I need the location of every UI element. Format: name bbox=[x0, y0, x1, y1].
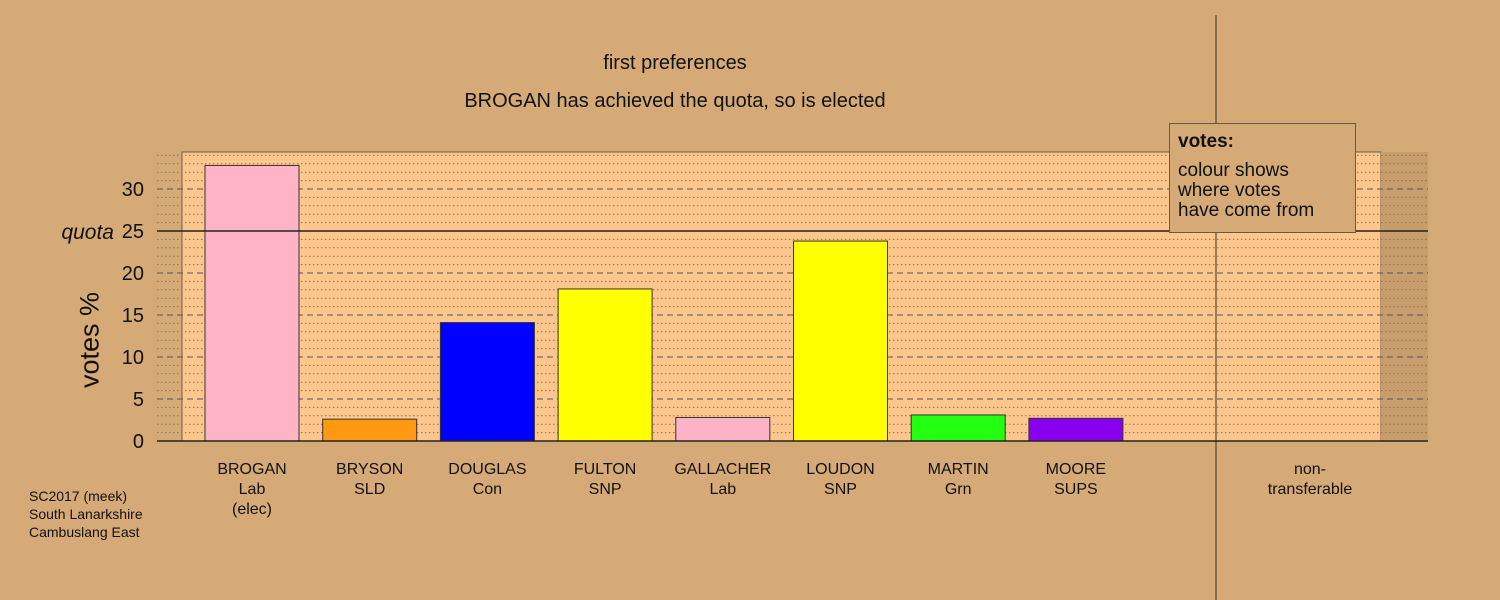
footer-line: South Lanarkshire bbox=[29, 506, 143, 522]
chart-title: first preferences bbox=[603, 52, 747, 74]
y-tick-label: 0 bbox=[133, 431, 144, 453]
candidate-party: SNP bbox=[588, 481, 622, 498]
candidate-party: SUPS bbox=[1054, 481, 1098, 498]
bar-fulton bbox=[557, 288, 653, 442]
legend: votes: colour shows where votes have com… bbox=[1169, 123, 1356, 233]
x-tick-label: GALLACHER Lab bbox=[663, 460, 783, 500]
y-tick-label: 15 bbox=[122, 305, 144, 327]
chart-subtitle: BROGAN has achieved the quota, so is ele… bbox=[464, 90, 886, 112]
candidate-name: FULTON bbox=[573, 461, 637, 478]
candidate-name: BRYSON bbox=[336, 461, 404, 478]
y-tick-label: 20 bbox=[122, 263, 144, 285]
x-tick-label: MOORE SUPS bbox=[1016, 460, 1136, 500]
bar-brogan bbox=[204, 164, 300, 442]
x-tick-label: LOUDON SNP bbox=[781, 460, 901, 500]
bar-loudon bbox=[793, 240, 888, 442]
candidate-party: SLD bbox=[354, 481, 386, 498]
candidate-name: MOORE bbox=[1045, 461, 1107, 478]
bar-bryson bbox=[322, 418, 418, 442]
candidate-name: DOUGLAS bbox=[448, 461, 527, 478]
legend-title: votes: bbox=[1178, 131, 1234, 152]
footer-line: SC2017 (meek) bbox=[29, 488, 128, 504]
candidate-party: Lab bbox=[709, 481, 737, 498]
candidate-note: (elec) bbox=[231, 501, 272, 518]
candidate-name: LOUDON bbox=[806, 461, 875, 478]
x-tick-label: FULTON SNP bbox=[545, 460, 665, 500]
bar-gallacher bbox=[675, 416, 771, 442]
legend-line: where votes bbox=[1178, 180, 1281, 201]
y-tick-label: 25 bbox=[122, 221, 144, 243]
bar-douglas bbox=[439, 322, 535, 442]
x-tick-label: DOUGLAS Con bbox=[427, 460, 547, 500]
x-tick-label: BROGAN Lab (elec) bbox=[192, 460, 312, 520]
y-tick-label: 5 bbox=[133, 389, 144, 411]
bar-moore bbox=[1028, 417, 1124, 442]
legend-line: have come from bbox=[1178, 200, 1315, 221]
y-tick-label: 30 bbox=[122, 179, 144, 201]
footer-info: SC2017 (meek) South Lanarkshire Cambusla… bbox=[29, 487, 143, 541]
candidate-name: MARTIN bbox=[927, 461, 989, 478]
candidate-name: GALLACHER bbox=[674, 461, 772, 478]
candidate-party: Lab bbox=[238, 481, 266, 498]
candidate-party: Grn bbox=[944, 481, 972, 498]
candidate-party: Con bbox=[472, 481, 503, 498]
legend-line: colour shows bbox=[1178, 160, 1289, 181]
footer-line: Cambuslang East bbox=[29, 524, 140, 540]
x-tick-label: BRYSON SLD bbox=[310, 460, 430, 500]
quota-label: quota bbox=[61, 221, 114, 244]
bar-martin bbox=[910, 414, 1006, 442]
candidate-party: SNP bbox=[824, 481, 857, 498]
x-tick-label: MARTIN Grn bbox=[898, 460, 1018, 500]
non-transferable-label: non- transferable bbox=[1267, 461, 1353, 498]
plot-side-shade bbox=[1381, 152, 1428, 441]
y-tick-label: 10 bbox=[122, 347, 144, 369]
candidate-name: BROGAN bbox=[217, 461, 287, 478]
